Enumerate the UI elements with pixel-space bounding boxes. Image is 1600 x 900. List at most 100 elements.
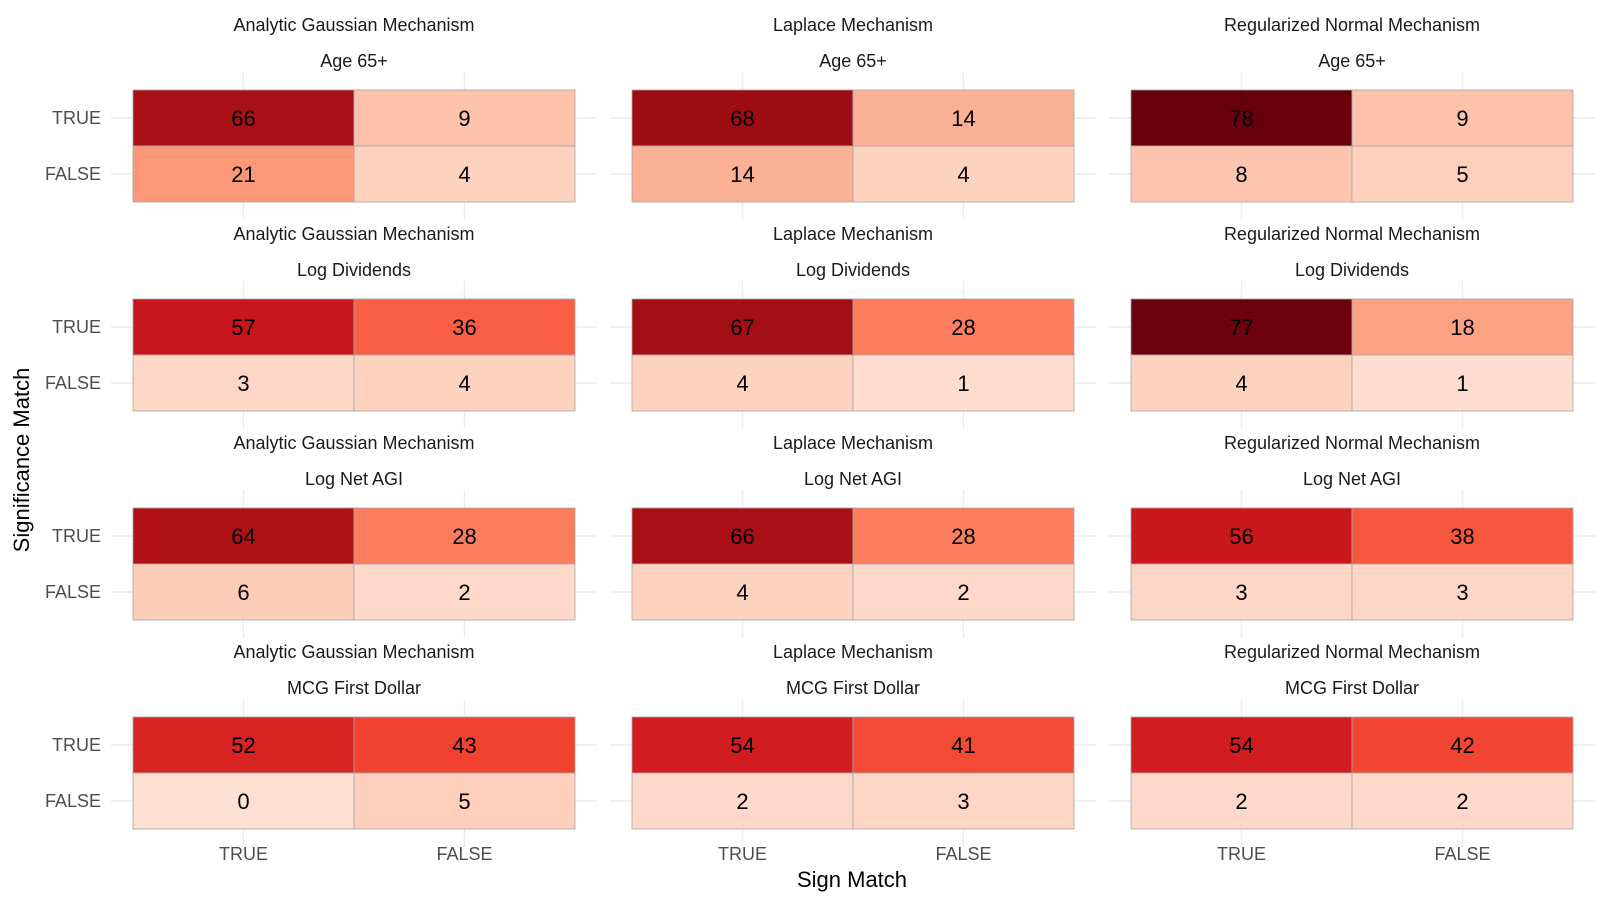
tile-value-label: 3	[1456, 580, 1468, 605]
tile-value-label: 3	[957, 789, 969, 814]
heatmap-tile	[852, 298, 1075, 356]
y-tick-label: TRUE	[52, 108, 101, 128]
facet-variable-label: Log Net AGI	[305, 469, 403, 489]
tile-value-label: 21	[231, 162, 255, 187]
heatmap-panel: 57 36 3 4 Analytic Gaussian Mechanism Log Div…	[45, 224, 597, 429]
tile-value-label: 78	[1229, 106, 1253, 131]
tile-value-label: 41	[951, 733, 975, 758]
facet-variable-label: Log Net AGI	[804, 469, 902, 489]
x-tick-label: TRUE	[219, 844, 268, 864]
heatmap-tile	[631, 354, 854, 412]
facet-mechanism-label: Analytic Gaussian Mechanism	[233, 433, 474, 453]
heatmap-tile	[852, 145, 1075, 203]
heatmap-tile	[1130, 507, 1353, 565]
heatmap-panel: 78 9 8 5 Regularized Normal Mechanism Age 65+	[1109, 15, 1595, 220]
heatmap-panel: 77 18 4 1 Regularized Normal Mechanism Log Di…	[1109, 224, 1595, 429]
heatmap-tile	[1351, 89, 1574, 147]
tile-value-label: 28	[452, 524, 476, 549]
tile-value-label: 36	[452, 315, 476, 340]
tile-value-label: 4	[1235, 371, 1247, 396]
heatmap-tile	[1130, 89, 1353, 147]
heatmap-tile	[1130, 772, 1353, 830]
heatmap-tile	[1130, 145, 1353, 203]
heatmap-tile	[1130, 298, 1353, 356]
heatmap-tile	[631, 772, 854, 830]
tile-value-label: 3	[237, 371, 249, 396]
tile-value-label: 38	[1450, 524, 1474, 549]
tile-value-label: 18	[1450, 315, 1474, 340]
heatmap-tile	[353, 145, 576, 203]
tile-value-label: 68	[730, 106, 754, 131]
facet-variable-label: Age 65+	[320, 51, 388, 71]
facet-mechanism-label: Regularized Normal Mechanism	[1224, 433, 1480, 453]
heatmap-tile	[132, 298, 355, 356]
tile-value-label: 2	[1456, 789, 1468, 814]
facet-variable-label: MCG First Dollar	[786, 678, 920, 698]
tile-value-label: 1	[957, 371, 969, 396]
heatmap-panel: 64 28 6 2 Analytic Gaussian Mechanism Log Net…	[45, 433, 597, 638]
facet-variable-label: Age 65+	[1318, 51, 1386, 71]
heatmap-tile	[132, 507, 355, 565]
heatmap-panel: 67 28 4 1 Laplace Mechanism Log Dividends	[610, 224, 1096, 429]
tile-value-label: 42	[1450, 733, 1474, 758]
tile-value-label: 14	[951, 106, 975, 131]
facet-mechanism-label: Regularized Normal Mechanism	[1224, 642, 1480, 662]
tile-value-label: 2	[1235, 789, 1247, 814]
tile-value-label: 28	[951, 315, 975, 340]
tile-value-label: 8	[1235, 162, 1247, 187]
heatmap-tile	[353, 298, 576, 356]
tile-value-label: 9	[1456, 106, 1468, 131]
tile-value-label: 56	[1229, 524, 1253, 549]
tile-value-label: 4	[458, 371, 470, 396]
heatmap-tile	[353, 772, 576, 830]
heatmap-tile	[852, 772, 1075, 830]
heatmap-tile	[1130, 563, 1353, 621]
heatmap-tile	[1130, 354, 1353, 412]
x-tick-label: FALSE	[436, 844, 492, 864]
tile-value-label: 6	[237, 580, 249, 605]
tile-value-label: 28	[951, 524, 975, 549]
tile-value-label: 67	[730, 315, 754, 340]
tile-value-label: 66	[730, 524, 754, 549]
tile-value-label: 1	[1456, 371, 1468, 396]
heatmap-tile	[852, 563, 1075, 621]
y-tick-label: TRUE	[52, 317, 101, 337]
heatmap-tile	[852, 89, 1075, 147]
tile-value-label: 2	[957, 580, 969, 605]
tile-value-label: 5	[1456, 162, 1468, 187]
tile-value-label: 77	[1229, 315, 1253, 340]
heatmap-tile	[1351, 563, 1574, 621]
x-tick-label: TRUE	[1217, 844, 1266, 864]
heatmap-tile	[1351, 772, 1574, 830]
tile-value-label: 4	[736, 371, 748, 396]
facet-variable-label: MCG First Dollar	[1285, 678, 1419, 698]
y-tick-label: FALSE	[45, 582, 101, 602]
facet-mechanism-label: Laplace Mechanism	[773, 15, 933, 35]
tile-value-label: 64	[231, 524, 255, 549]
tile-value-label: 66	[231, 106, 255, 131]
heatmap-tile	[1351, 354, 1574, 412]
facet-variable-label: Log Net AGI	[1303, 469, 1401, 489]
x-axis-title: Sign Match	[797, 867, 907, 892]
heatmap-panel: 66 9 21 4 Analytic Gaussian Mechanism Age 65+…	[45, 15, 597, 220]
heatmap-panel: 52 43 0 5 Analytic Gaussian Mechanism MCG Fir…	[45, 642, 597, 864]
heatmap-tile	[1351, 716, 1574, 774]
facet-mechanism-label: Regularized Normal Mechanism	[1224, 15, 1480, 35]
heatmap-panel: 56 38 3 3 Regularized Normal Mechanism Log Ne…	[1109, 433, 1595, 638]
heatmap-tile	[132, 89, 355, 147]
y-tick-label: FALSE	[45, 164, 101, 184]
heatmap-tile	[353, 354, 576, 412]
y-tick-label: FALSE	[45, 791, 101, 811]
heatmap-tile	[132, 563, 355, 621]
facet-mechanism-label: Analytic Gaussian Mechanism	[233, 15, 474, 35]
tile-value-label: 14	[730, 162, 754, 187]
heatmap-tile	[631, 507, 854, 565]
tile-value-label: 43	[452, 733, 476, 758]
heatmap-tile	[1351, 507, 1574, 565]
heatmap-panel: 68 14 14 4 Laplace Mechanism Age 65+	[610, 15, 1096, 220]
facet-mechanism-label: Laplace Mechanism	[773, 224, 933, 244]
heatmap-tile	[1351, 145, 1574, 203]
heatmap-tile	[353, 507, 576, 565]
